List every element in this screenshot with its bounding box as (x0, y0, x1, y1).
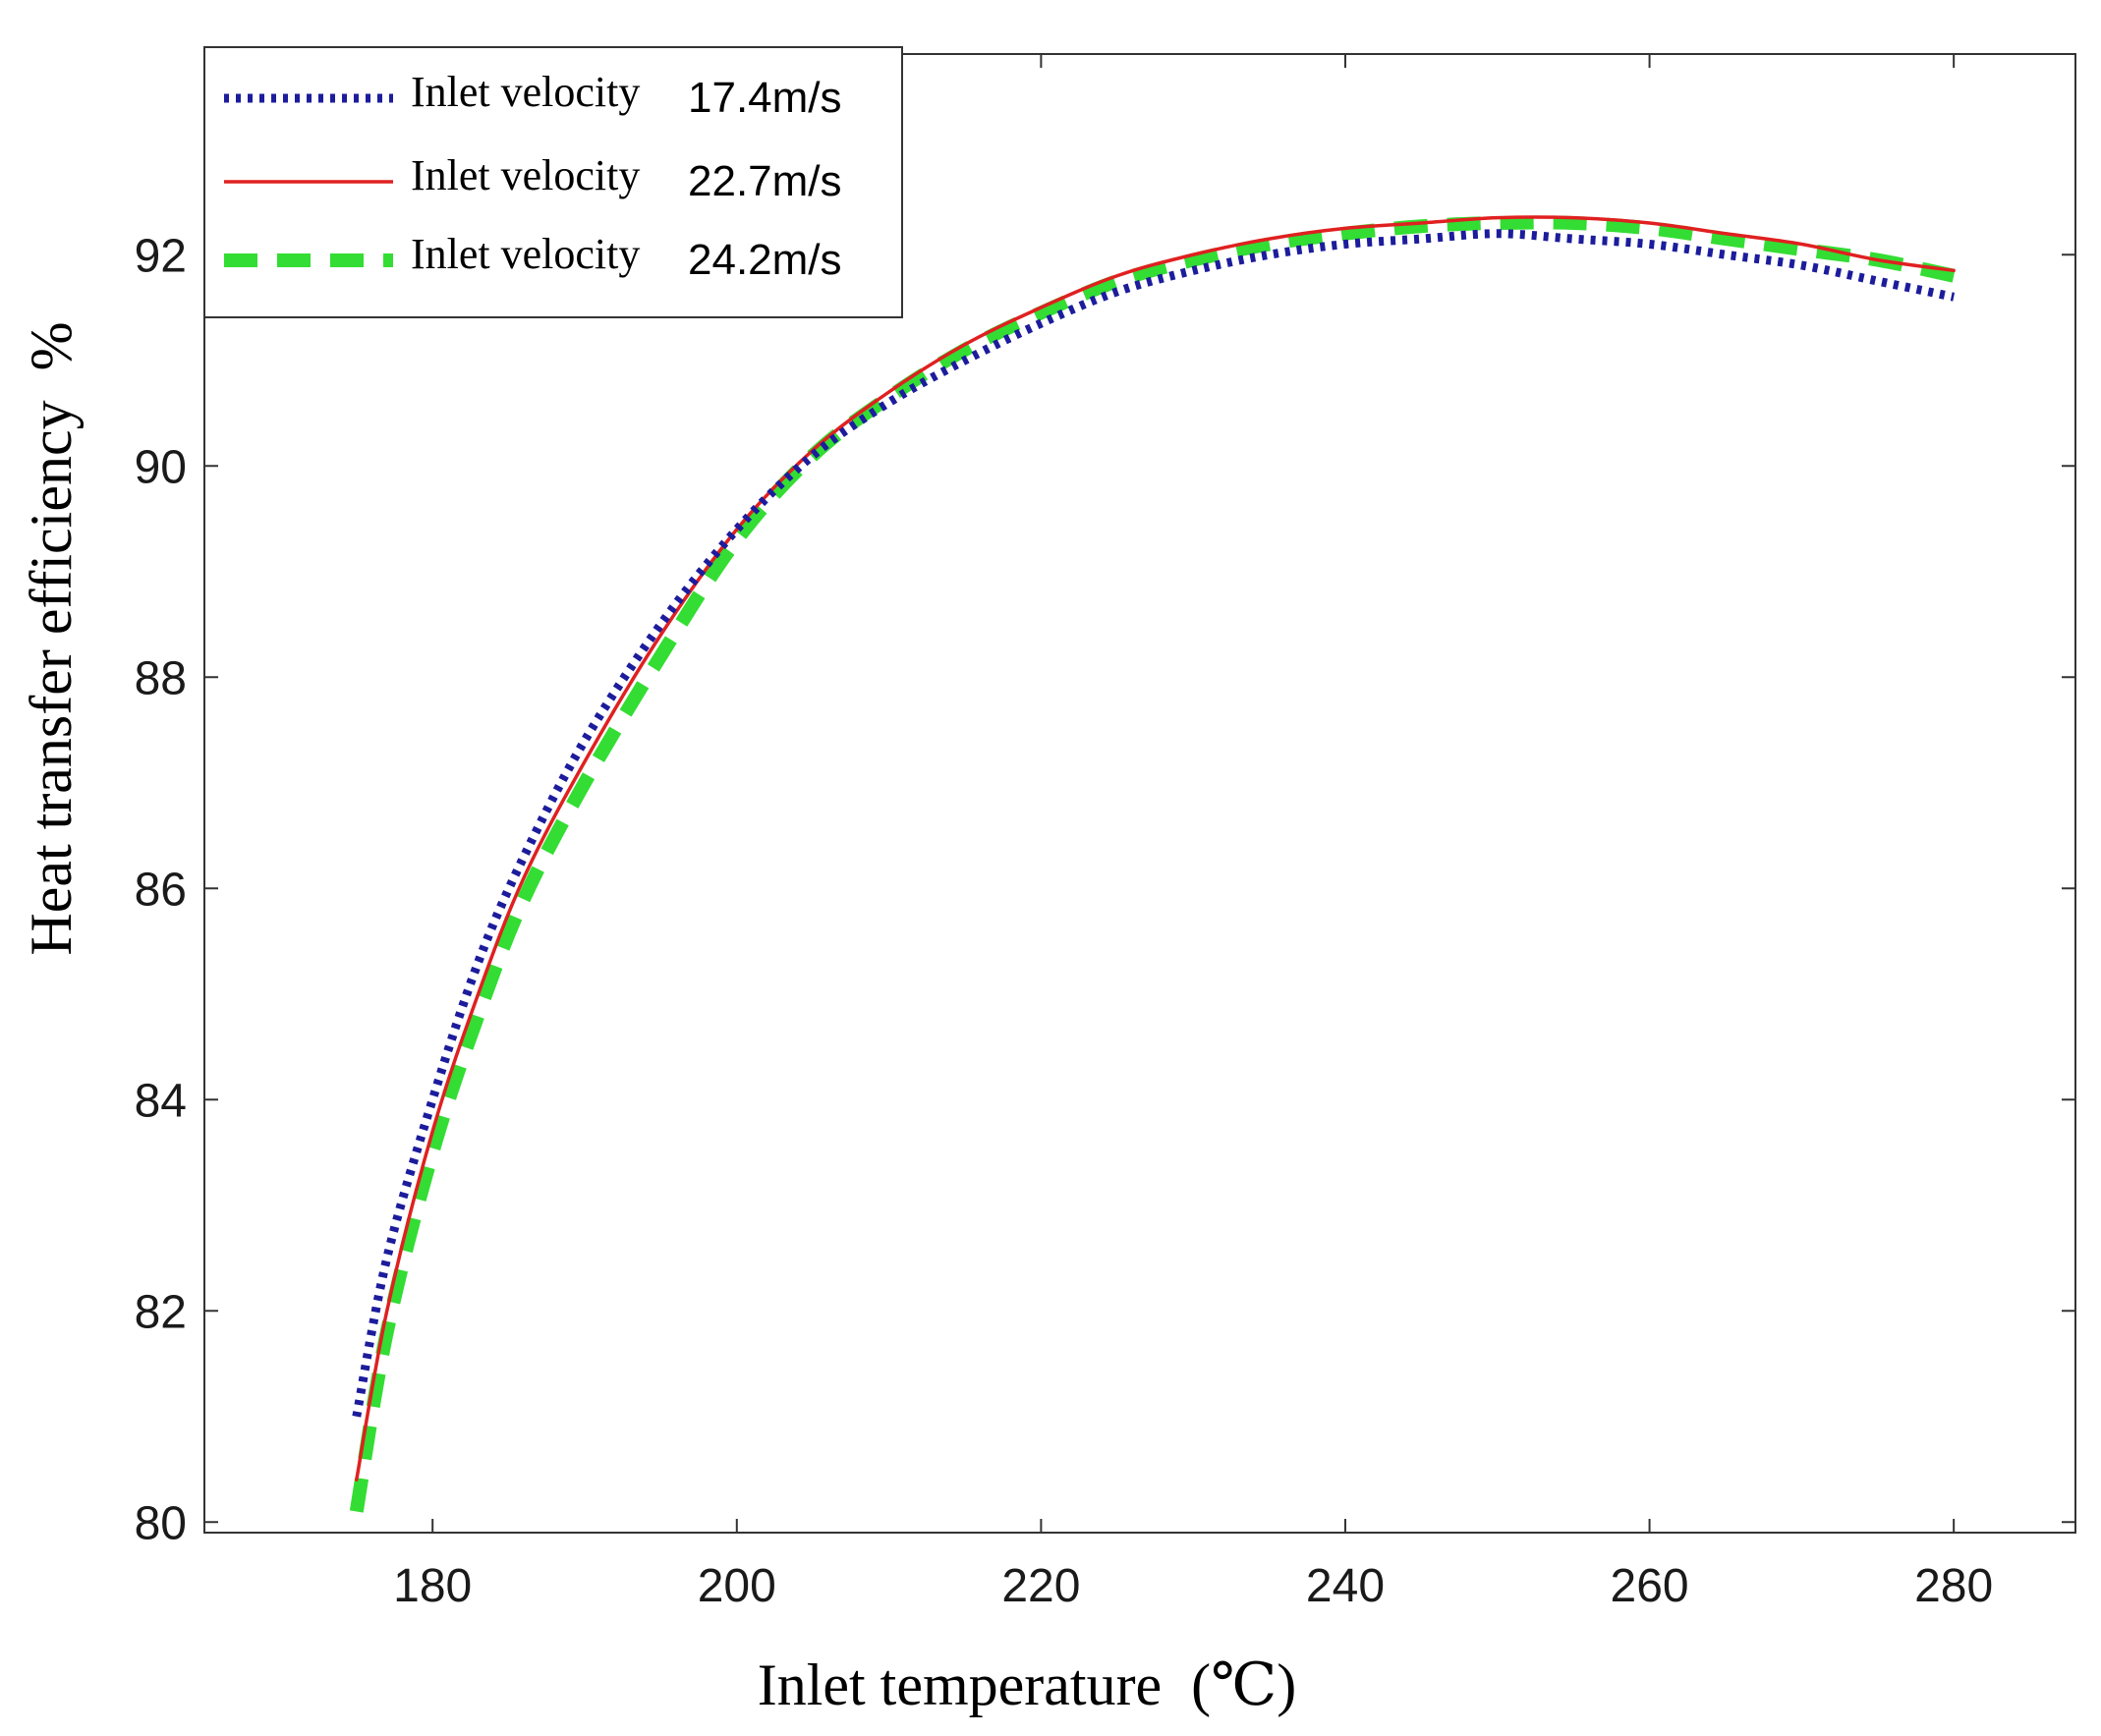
series-layer (349, 215, 1956, 1513)
legend: Inlet velocity 17.4m/s Inlet velocity 22.7m… (203, 46, 903, 318)
y-tick-label: 80 (135, 1497, 187, 1549)
y-tick-label: 90 (135, 441, 187, 493)
x-tick-label: 220 (1001, 1560, 1080, 1612)
x-tick-label: 240 (1306, 1560, 1385, 1612)
y-tick-label: 86 (135, 864, 187, 916)
y-tick-label: 84 (135, 1075, 187, 1127)
series-line-24-2m-s (349, 215, 1956, 1513)
legend-item: Inlet velocity 22.7m/s (224, 151, 842, 205)
x-axis-title: Inlet temperature (℃) (758, 1652, 1297, 1717)
legend-label-prefix: Inlet velocity (411, 151, 640, 199)
axis-ticks: 180 200 220 240 260 280 80 82 84 86 88 90 92 (135, 54, 2075, 1612)
y-axis-title: Heat transfer efficiency % (19, 321, 84, 955)
legend-label-prefix: Inlet velocity (411, 230, 640, 278)
y-tick-label: 92 (135, 230, 187, 282)
series-line-17-4m-s (352, 229, 1956, 1418)
y-tick-label: 82 (135, 1286, 187, 1338)
plot-frame (203, 53, 2076, 1534)
legend-label-value: 17.4m/s (688, 74, 842, 122)
x-tick-label: 200 (698, 1560, 776, 1612)
series-line-22-7m-s (355, 215, 1956, 1482)
x-tick-label: 260 (1611, 1560, 1689, 1612)
x-tick-label: 280 (1914, 1560, 1993, 1612)
legend-item: Inlet velocity 24.2m/s (224, 230, 842, 284)
legend-item: Inlet velocity 17.4m/s (224, 68, 842, 122)
legend-label-value: 22.7m/s (688, 157, 842, 205)
y-tick-label: 88 (135, 652, 187, 704)
legend-label-prefix: Inlet velocity (411, 68, 640, 116)
x-tick-label: 180 (393, 1560, 472, 1612)
legend-label-value: 24.2m/s (688, 236, 842, 284)
